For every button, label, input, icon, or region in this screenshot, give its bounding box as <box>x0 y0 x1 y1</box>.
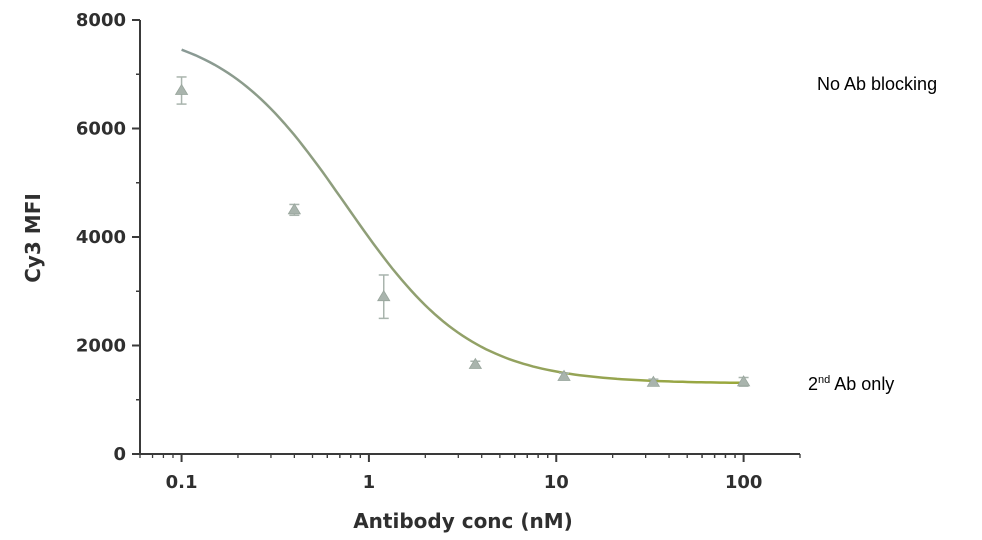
data-point <box>557 369 571 381</box>
y-axis-title: Cy3 MFI <box>21 193 45 283</box>
point-marker <box>287 203 302 215</box>
x-tick-label: 10 <box>544 472 569 493</box>
point-marker <box>377 289 391 302</box>
no-ab-blocking-label: No Ab blocking <box>817 74 938 94</box>
data-point <box>646 375 661 387</box>
x-tick-label: 0.1 <box>166 472 198 493</box>
y-tick-label: 2000 <box>76 336 126 357</box>
data-point <box>377 274 391 320</box>
y-tick-label: 6000 <box>76 119 126 140</box>
y-tick-label: 4000 <box>76 227 126 248</box>
x-axis-title: Antibody conc (nM) <box>353 509 573 533</box>
x-tick-label: 100 <box>725 472 763 493</box>
data-point <box>174 76 189 105</box>
second-ab-only-label: 2nd Ab only <box>808 374 895 394</box>
point-marker <box>557 369 571 381</box>
point-marker <box>174 83 189 95</box>
point-marker <box>646 375 661 387</box>
data-points <box>174 76 751 387</box>
data-point <box>287 203 302 217</box>
y-tick-label: 8000 <box>76 10 126 31</box>
data-point <box>468 357 483 369</box>
ticks: 0 2000 4000 6000 8000 0.1 1 10 100 <box>76 10 801 493</box>
data-point <box>736 375 751 387</box>
point-marker <box>736 375 751 387</box>
axes <box>139 20 800 455</box>
y-tick-label: 0 <box>113 444 126 465</box>
fit-curve <box>181 48 744 385</box>
point-marker <box>468 357 483 369</box>
x-tick-label: 1 <box>363 472 376 493</box>
